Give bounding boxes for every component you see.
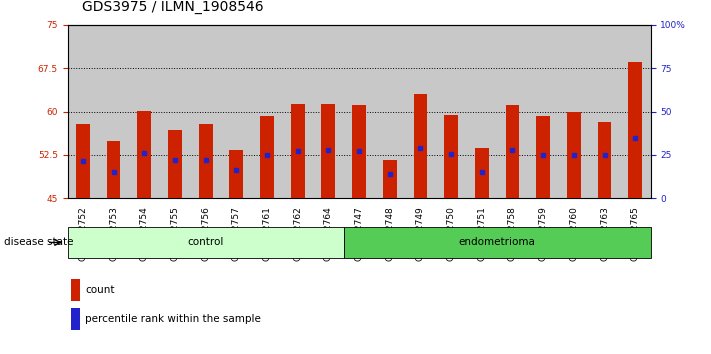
Bar [168, 130, 182, 198]
Bar [107, 141, 120, 198]
Bar [343, 227, 651, 258]
Bar [76, 124, 90, 198]
Bar [536, 115, 550, 198]
Bar [68, 227, 343, 258]
Text: disease state: disease state [4, 238, 73, 247]
Bar [444, 115, 458, 198]
Text: GDS3975 / ILMN_1908546: GDS3975 / ILMN_1908546 [82, 0, 263, 14]
Text: percentile rank within the sample: percentile rank within the sample [85, 314, 261, 324]
Bar [352, 105, 366, 198]
Bar [414, 93, 427, 198]
Text: control: control [188, 238, 224, 247]
Bar [598, 122, 611, 198]
Bar [629, 62, 642, 198]
Bar [506, 104, 520, 198]
Bar [260, 115, 274, 198]
Bar [199, 124, 213, 198]
Bar [567, 112, 581, 198]
Bar [137, 111, 151, 198]
Bar [71, 279, 80, 301]
Bar [291, 104, 304, 198]
Bar [475, 148, 488, 198]
Bar [230, 150, 243, 198]
Bar [71, 308, 80, 330]
Text: count: count [85, 285, 114, 296]
Bar [321, 104, 336, 198]
Bar [383, 160, 397, 198]
Text: endometrioma: endometrioma [459, 238, 535, 247]
